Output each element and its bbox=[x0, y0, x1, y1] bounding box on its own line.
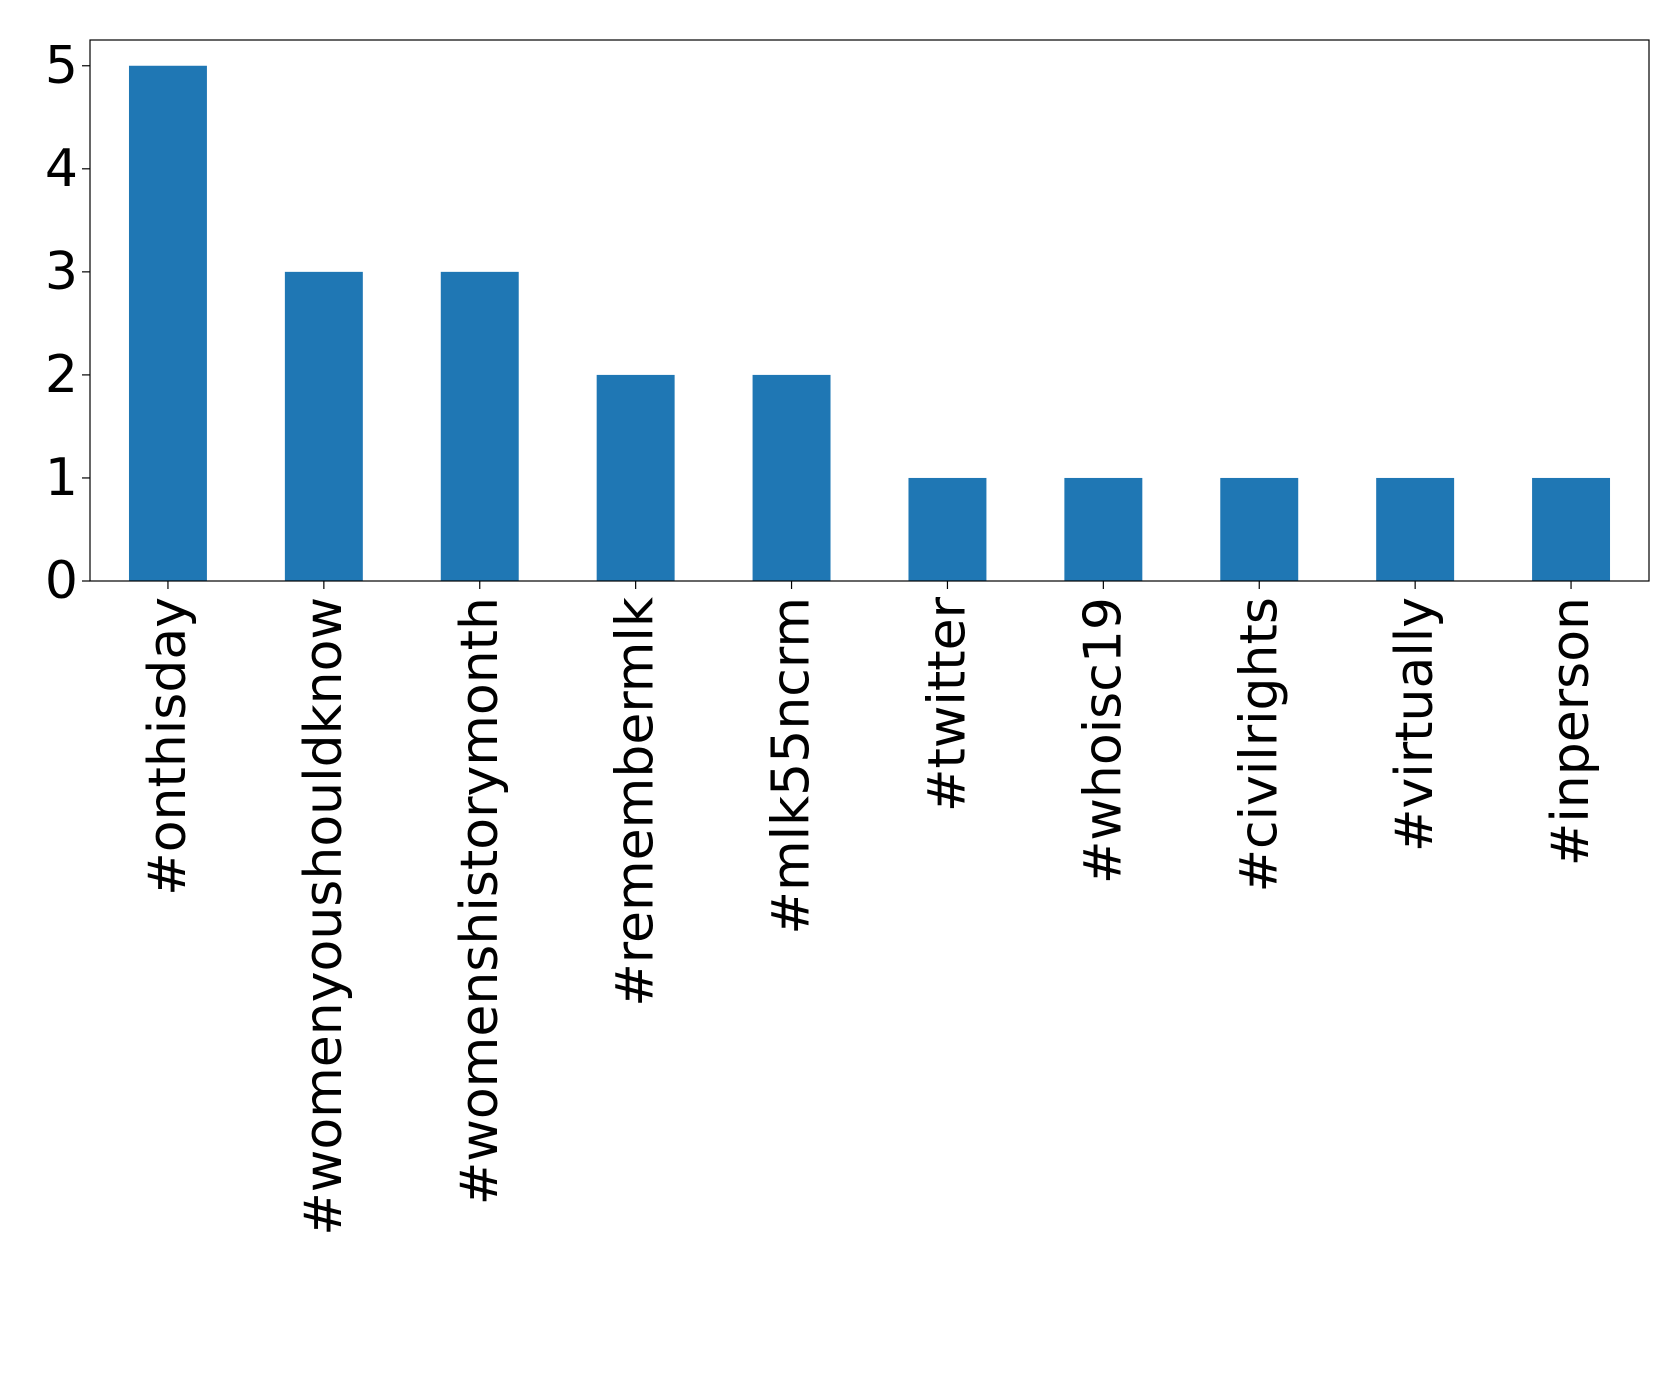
bar bbox=[284, 271, 363, 581]
x-tick-label: #womenshistorymonth bbox=[450, 597, 510, 1205]
bar bbox=[596, 374, 675, 581]
bar bbox=[1532, 477, 1611, 581]
x-tick-label: #womenyoushouldknow bbox=[294, 597, 354, 1236]
x-tick-label: #inperson bbox=[1541, 597, 1601, 866]
x-tick-label: #whoisc19 bbox=[1073, 597, 1133, 884]
x-tick-label: #virtually bbox=[1385, 597, 1445, 852]
bar bbox=[752, 374, 831, 581]
y-tick-label: 0 bbox=[45, 551, 78, 611]
x-tick-label: #twitter bbox=[917, 596, 977, 812]
x-tick-label: #onthisday bbox=[138, 597, 198, 896]
plot-frame bbox=[89, 39, 1650, 582]
bar bbox=[908, 477, 987, 581]
bar bbox=[1220, 477, 1299, 581]
x-tick-label: #civilrights bbox=[1229, 597, 1289, 893]
y-tick-label: 3 bbox=[45, 242, 78, 302]
x-tick-label: #mlk55ncrm bbox=[762, 597, 822, 935]
bar bbox=[128, 65, 207, 581]
bar bbox=[1376, 477, 1455, 581]
bar bbox=[1064, 477, 1143, 581]
y-tick-label: 1 bbox=[45, 448, 78, 508]
y-tick-label: 4 bbox=[45, 139, 78, 199]
y-tick-label: 5 bbox=[45, 36, 78, 96]
x-tick-label: #remembermlk bbox=[606, 597, 666, 1007]
bar bbox=[440, 271, 519, 581]
y-tick-label: 2 bbox=[45, 345, 78, 405]
